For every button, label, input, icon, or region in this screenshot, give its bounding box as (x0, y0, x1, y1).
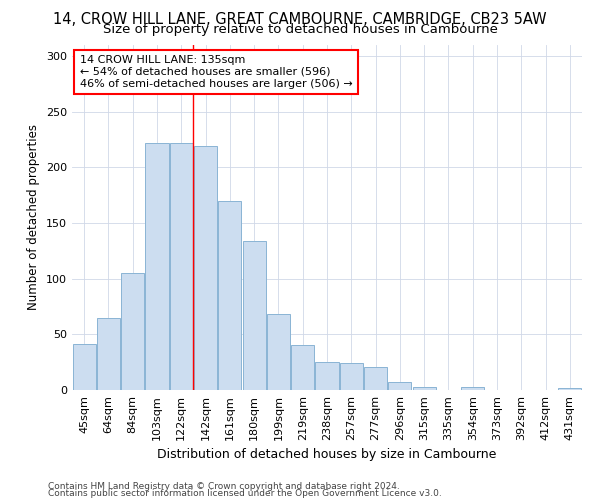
Bar (145, 143, 169, 390)
Bar (121, 273, 144, 390)
Bar (267, 314, 290, 390)
Y-axis label: Number of detached properties: Number of detached properties (28, 124, 40, 310)
Text: Size of property relative to detached houses in Cambourne: Size of property relative to detached ho… (103, 22, 497, 36)
Text: Contains HM Land Registry data © Crown copyright and database right 2024.: Contains HM Land Registry data © Crown c… (48, 482, 400, 491)
Bar (170, 143, 193, 390)
Text: 14 CROW HILL LANE: 135sqm
← 54% of detached houses are smaller (596)
46% of semi: 14 CROW HILL LANE: 135sqm ← 54% of detac… (80, 56, 352, 88)
Bar (364, 366, 387, 390)
Text: 14, CROW HILL LANE, GREAT CAMBOURNE, CAMBRIDGE, CB23 5AW: 14, CROW HILL LANE, GREAT CAMBOURNE, CAM… (53, 12, 547, 28)
Bar (218, 201, 241, 390)
Bar (413, 386, 436, 390)
Bar (97, 318, 120, 390)
Bar (73, 344, 95, 390)
Text: Contains public sector information licensed under the Open Government Licence v3: Contains public sector information licen… (48, 489, 442, 498)
Bar (340, 364, 363, 390)
Bar (291, 346, 314, 390)
Bar (388, 382, 412, 390)
X-axis label: Distribution of detached houses by size in Cambourne: Distribution of detached houses by size … (157, 448, 497, 462)
Bar (316, 362, 338, 390)
Bar (559, 388, 581, 390)
Bar (461, 386, 484, 390)
Bar (242, 241, 266, 390)
Bar (194, 146, 217, 390)
